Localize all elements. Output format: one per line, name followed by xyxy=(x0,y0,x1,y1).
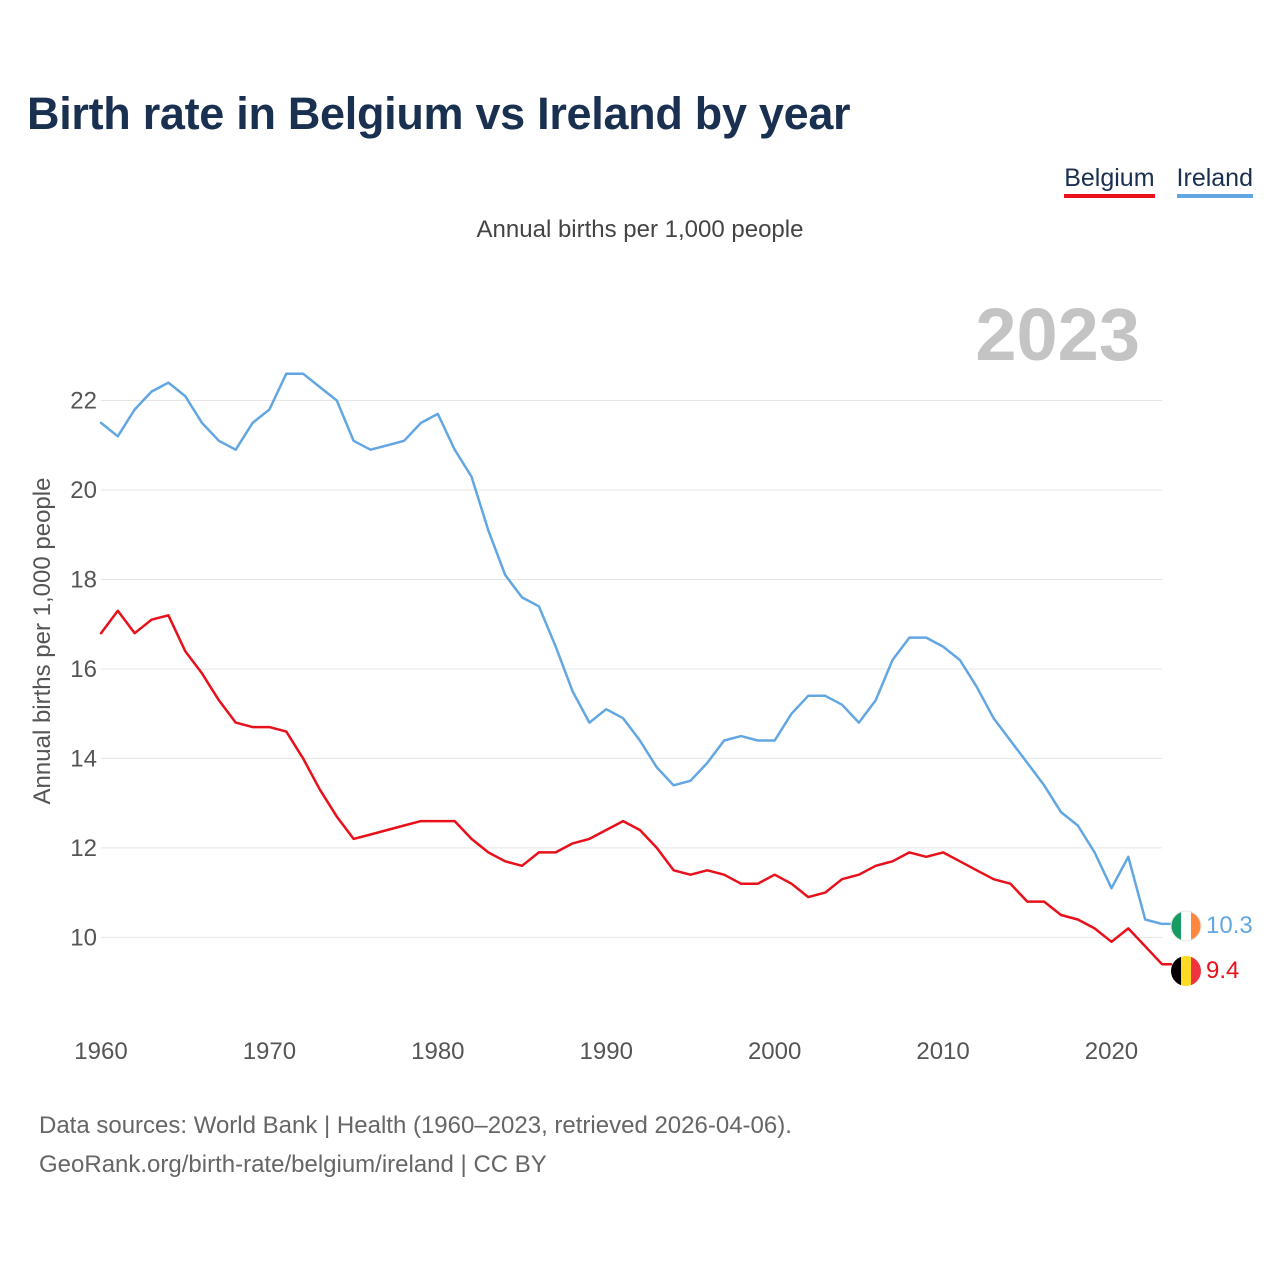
y-tick-label-16: 16 xyxy=(70,656,97,683)
legend-item-belgium[interactable]: Belgium xyxy=(1064,164,1155,198)
source-note: Data sources: World Bank | Health (1960–… xyxy=(39,1106,792,1184)
x-tick-label-2010: 2010 xyxy=(916,1038,969,1065)
legend-item-ireland[interactable]: Ireland xyxy=(1176,164,1253,198)
y-tick-label-12: 12 xyxy=(70,835,97,862)
chart-title: Birth rate in Belgium vs Ireland by year xyxy=(27,88,851,139)
series-line-ireland xyxy=(99,372,1173,926)
y-tick-label-14: 14 xyxy=(70,745,97,772)
x-tick-label-1990: 1990 xyxy=(580,1038,633,1065)
y-axis-label: Annual births per 1,000 people xyxy=(29,478,56,805)
belgium-end-label: 9.4 xyxy=(1206,957,1239,984)
y-tick-label-18: 18 xyxy=(70,566,97,593)
legend: Belgium Ireland xyxy=(1064,164,1253,198)
source-line-link[interactable]: GeoRank.org/birth-rate/belgium/ireland |… xyxy=(39,1151,547,1178)
x-tick-label-1980: 1980 xyxy=(411,1038,464,1065)
y-tick-label-22: 22 xyxy=(70,388,97,415)
chart-subtitle: Annual births per 1,000 people xyxy=(476,216,804,243)
ireland-flag-icon xyxy=(1171,911,1201,941)
ireland-end-label: 10.3 xyxy=(1206,912,1253,939)
grid-lines xyxy=(101,400,1162,938)
belgium-flag-icon xyxy=(1171,956,1201,986)
y-tick-label-20: 20 xyxy=(70,477,97,504)
x-tick-label-2020: 2020 xyxy=(1085,1038,1138,1065)
y-tick-label-10: 10 xyxy=(70,924,97,951)
x-axis: 1960 1970 1980 1990 2000 2010 2020 xyxy=(74,1038,1138,1065)
series-lines xyxy=(99,372,1173,966)
x-tick-label-2000: 2000 xyxy=(748,1038,801,1065)
x-tick-label-1960: 1960 xyxy=(74,1038,127,1065)
series-line-belgium xyxy=(99,609,1173,966)
year-watermark: 2023 xyxy=(975,293,1140,376)
y-axis: 10 12 14 16 18 20 22 xyxy=(70,388,97,952)
source-line-data: Data sources: World Bank | Health (1960–… xyxy=(39,1112,792,1139)
x-tick-label-1970: 1970 xyxy=(243,1038,296,1065)
